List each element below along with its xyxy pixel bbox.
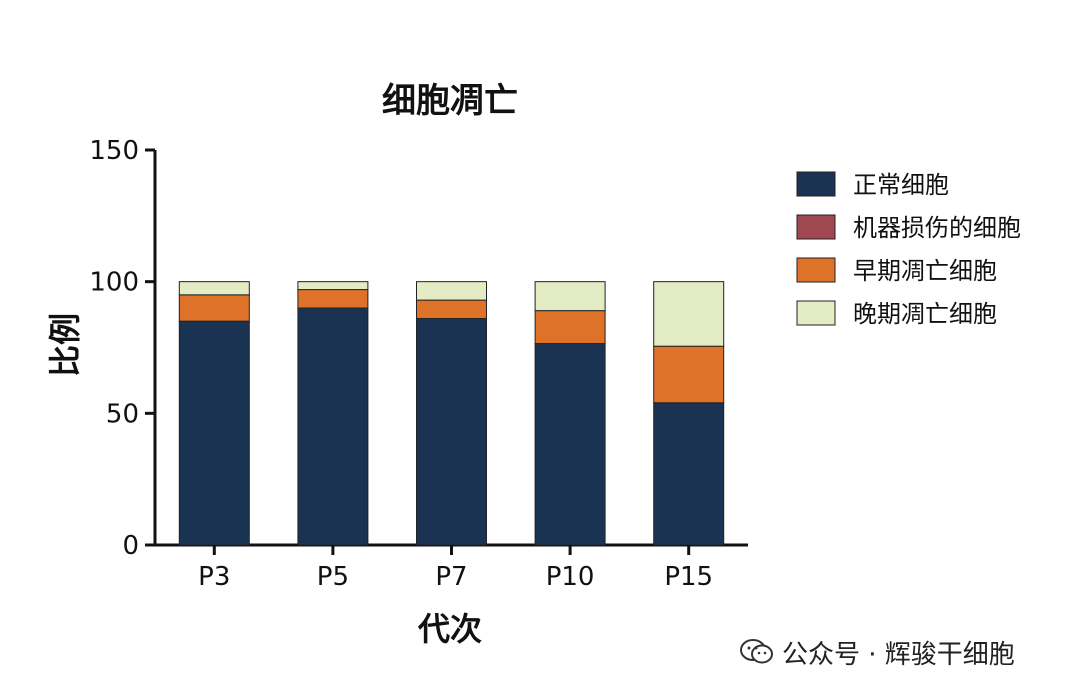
x-tick-label: P15 — [664, 562, 713, 592]
x-tick-label: P7 — [435, 562, 467, 592]
bar-segment — [178, 294, 250, 322]
bar-segment — [178, 281, 250, 296]
legend-swatch — [796, 171, 836, 197]
bar-segment — [297, 289, 369, 309]
plot-area: 0 50 100 150 P3 P5 P7 P10 P15 — [89, 136, 748, 592]
x-tick-label: P10 — [546, 562, 595, 592]
bar-segment — [653, 402, 725, 546]
legend-label: 晚期凋亡细胞 — [853, 300, 997, 328]
y-tick-label: 0 — [122, 531, 139, 561]
y-axis-label: 比例 — [46, 313, 84, 377]
y-tick-label: 50 — [106, 399, 139, 429]
bar-segment — [534, 281, 606, 312]
legend-label: 正常细胞 — [853, 171, 949, 199]
legend-swatch — [796, 214, 836, 240]
bar-segment — [178, 320, 250, 546]
watermark-text: 公众号 · 辉骏干细胞 — [782, 639, 1015, 670]
bar-segment — [416, 299, 487, 320]
bar-segment — [534, 343, 606, 546]
wechat-icon — [740, 639, 774, 665]
bar-segment — [416, 281, 487, 301]
x-tick-label: P5 — [317, 562, 349, 592]
legend-swatch — [796, 300, 836, 326]
y-tick-label: 150 — [89, 136, 139, 166]
x-axis-label: 代次 — [417, 610, 482, 648]
legend-label: 机器损伤的细胞 — [853, 214, 1021, 242]
y-tick-label: 100 — [89, 268, 139, 298]
bar-segment — [534, 310, 606, 345]
bar-segment — [653, 281, 725, 347]
bar-segment — [297, 281, 369, 291]
legend-label: 早期凋亡细胞 — [853, 257, 997, 285]
bar-segment — [416, 318, 487, 546]
bar-segment — [653, 345, 725, 404]
legend-swatch — [796, 257, 836, 283]
chart-title: 细胞凋亡 — [382, 81, 518, 121]
x-tick-label: P3 — [198, 562, 230, 592]
watermark: 公众号 · 辉骏干细胞 — [740, 632, 1015, 672]
bar-segment — [297, 307, 369, 546]
